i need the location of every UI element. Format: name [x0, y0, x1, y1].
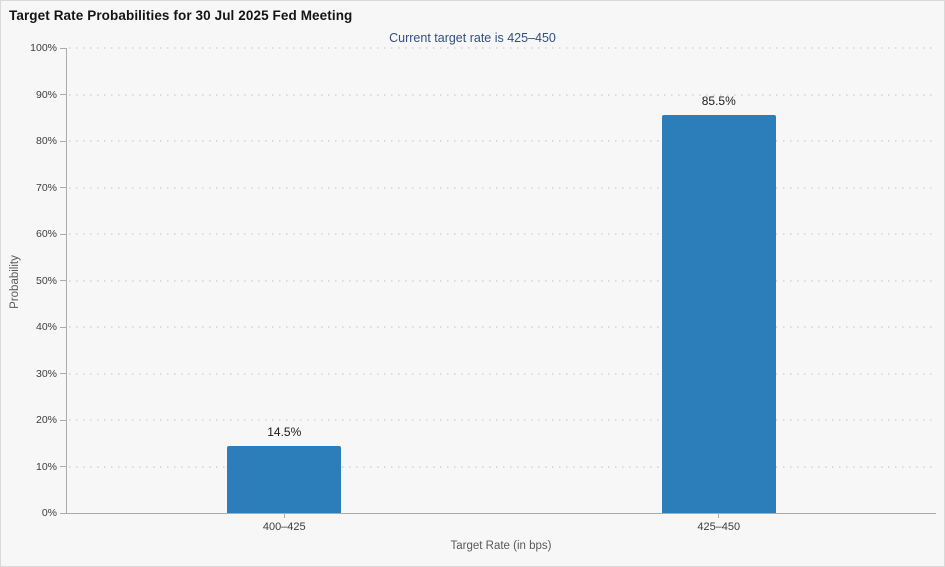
- probability-bar[interactable]: [661, 115, 776, 513]
- y-tick-mark: [60, 187, 66, 188]
- y-tick-mark: [60, 512, 66, 514]
- gridline-100: [69, 47, 932, 49]
- y-tick-mark: [60, 233, 66, 235]
- x-category-label: 425–450: [697, 521, 741, 533]
- y-tick-mark: [60, 419, 66, 421]
- y-tick-label: 100%: [30, 42, 57, 54]
- x-tick-mark: [283, 513, 285, 518]
- y-tick-mark: [60, 326, 66, 328]
- y-tick-label: 30%: [35, 367, 57, 380]
- y-tick-label: 80%: [35, 135, 57, 147]
- y-tick-label: 40%: [35, 321, 57, 333]
- gridline-10: [69, 465, 932, 468]
- y-tick-label: 50%: [35, 274, 57, 287]
- gridline-70: [69, 186, 932, 189]
- x-axis-title: Target Rate (in bps): [450, 540, 552, 552]
- y-tick-label: 60%: [35, 228, 57, 240]
- probability-bar[interactable]: [227, 445, 342, 513]
- gridline-40: [69, 326, 932, 328]
- chart-title: Target Rate Probabilities for 30 Jul 202…: [9, 8, 353, 23]
- chart-subtitle: Current target rate is 425–450: [389, 31, 556, 45]
- y-tick-mark: [60, 466, 66, 467]
- bar-value-label: 85.5%: [701, 94, 736, 109]
- bar-value-label: 14.5%: [267, 424, 302, 439]
- y-tick-label: 0%: [41, 507, 57, 519]
- y-tick-label: 10%: [35, 460, 57, 473]
- gridline-30: [69, 372, 932, 375]
- y-tick-mark: [60, 373, 66, 374]
- plot-area: 0% 10% 20% 30% 40% 50% 60% 70% 80% 90% 100% 14.5% 40…: [30, 42, 936, 533]
- y-tick-mark: [60, 140, 66, 142]
- gridline-80: [69, 140, 932, 142]
- y-tick-label: 90%: [35, 88, 57, 101]
- y-tick-mark: [60, 47, 66, 49]
- gridline-60: [69, 233, 932, 235]
- gridline-20: [69, 419, 932, 421]
- y-tick-mark: [60, 280, 66, 281]
- y-tick-label: 20%: [35, 414, 57, 426]
- y-tick-label: 70%: [35, 181, 57, 194]
- x-category-label: 400–425: [262, 521, 306, 533]
- gridline-90: [69, 93, 932, 96]
- y-tick-mark: [60, 94, 66, 95]
- x-tick-mark: [718, 513, 720, 518]
- gridline-50: [69, 279, 932, 282]
